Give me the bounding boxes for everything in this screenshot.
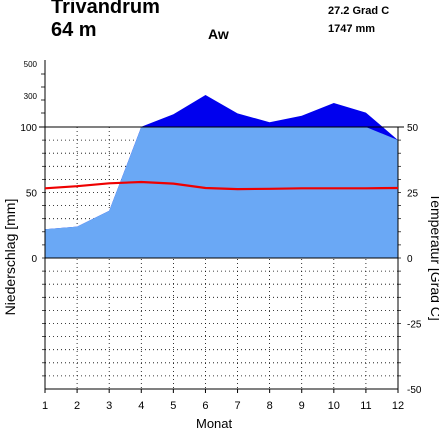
climate-class: Aw (208, 26, 229, 42)
x-tick-label: 3 (106, 400, 112, 412)
mean-temperature: 27.2 Grad C (328, 5, 390, 17)
x-tick-label: 6 (202, 400, 208, 412)
station-elevation: 64 m (51, 19, 97, 41)
temperature-line (44, 180, 399, 191)
x-tick-label: 12 (392, 400, 404, 412)
x-tick-label: 11 (360, 400, 371, 412)
right-tick-label: -25 (407, 320, 422, 331)
right-tick-label: 25 (407, 189, 419, 200)
left-tick-label: 300 (24, 92, 38, 101)
x-tick-label: 9 (299, 400, 305, 412)
right-tick-label: 50 (407, 123, 419, 134)
x-tick-label: 1 (42, 400, 48, 412)
right-tick-label: -50 (407, 385, 422, 396)
right-axis-label: Temperatur [Grad C] (428, 193, 439, 321)
left-axis-label: Niederschlag [mm] (2, 198, 18, 316)
left-tick-label: 500 (24, 60, 38, 69)
x-tick-label: 5 (170, 400, 176, 412)
x-tick-label: 2 (74, 400, 80, 412)
x-tick-label: 8 (267, 400, 273, 412)
x-tick-label: 10 (328, 400, 340, 412)
x-axis-label: Monat (196, 416, 233, 431)
x-tick-label: 4 (138, 400, 144, 412)
x-tick-label: 7 (234, 400, 240, 412)
left-tick-label: 0 (31, 254, 37, 265)
precipitation-area (45, 127, 398, 258)
left-tick-label: 100 (20, 123, 37, 134)
axes (39, 60, 404, 393)
right-tick-label: 0 (407, 254, 413, 265)
station-name: Trivandrum (51, 0, 160, 18)
left-tick-label: 50 (26, 189, 38, 200)
annual-precipitation: 1747 mm (328, 23, 376, 35)
